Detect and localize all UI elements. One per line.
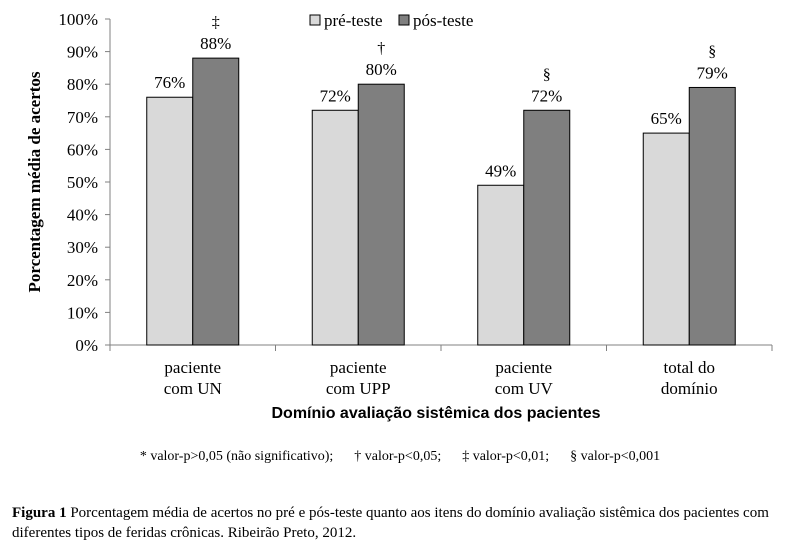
bar-value-label: 65% [651, 109, 682, 128]
x-tick-label: total do [664, 358, 715, 377]
bar [523, 109, 571, 346]
x-tick-label: com UN [164, 379, 222, 398]
chart-legend: pré-teste pós-teste [309, 11, 473, 30]
x-tick-label: paciente [330, 358, 387, 377]
figure-caption-text: Porcentagem média de acertos no pré e pó… [12, 505, 769, 541]
bar-value-label: 72% [531, 86, 562, 105]
x-tick-label: paciente [495, 358, 552, 377]
figure-caption: Figura 1 Porcentagem média de acertos no… [12, 503, 792, 543]
bar [192, 57, 240, 346]
bar-value-label: 88% [200, 34, 231, 53]
x-tick-label: com UV [495, 379, 554, 398]
y-axis-title: Porcentagem média de acertos [25, 71, 44, 292]
y-tick-label: 60% [67, 140, 98, 159]
x-tick-label: paciente [164, 358, 221, 377]
y-tick-label: 50% [67, 173, 98, 192]
bar-value-label: 72% [320, 86, 351, 105]
bar [357, 83, 405, 346]
y-tick-label: 90% [67, 43, 98, 62]
y-tick-label: 30% [67, 238, 98, 257]
bar [311, 109, 359, 346]
legend-label: pré-teste [324, 11, 383, 30]
chart-labels: 76% 88% ‡ paciente com UN 72% 80% † paciente com … [25, 14, 728, 422]
legend-label: pós-teste [413, 11, 473, 30]
y-tick-label: 40% [67, 206, 98, 225]
bar-chart: 0% 10% 20% 30% 40% 50% 60% 70% 80% 90% 100% 76% 88%… [25, 10, 773, 422]
y-tick-label: 10% [67, 303, 98, 322]
bar-value-label: 79% [697, 63, 728, 82]
figure-label: Figura 1 [12, 505, 67, 521]
y-tick-label: 100% [58, 10, 98, 29]
bar-value-label: 49% [485, 161, 516, 180]
bar [688, 86, 736, 346]
bar-value-label: 76% [154, 73, 185, 92]
bar-value-label: 80% [366, 60, 397, 79]
significance-marker: † [377, 40, 385, 57]
significance-marker: ‡ [212, 14, 220, 31]
x-tick-label: com UPP [326, 379, 391, 398]
bar [146, 96, 194, 346]
legend-swatch [398, 14, 410, 26]
significance-footnote: * valor-p>0,05 (não significativo); † va… [139, 449, 661, 464]
significance-marker: § [543, 66, 551, 83]
chart-bars [146, 57, 736, 346]
x-tick-label: domínio [661, 379, 718, 398]
bar [477, 184, 525, 346]
x-axis-title: Domínio avaliação sistêmica dos paciente… [271, 405, 600, 422]
y-tick-label: 80% [67, 75, 98, 94]
significance-marker: § [708, 43, 716, 60]
y-tick-label: 70% [67, 108, 98, 127]
y-tick-label: 20% [67, 271, 98, 290]
y-tick-label: 0% [75, 336, 98, 355]
bar [642, 132, 690, 346]
legend-swatch [309, 14, 321, 26]
